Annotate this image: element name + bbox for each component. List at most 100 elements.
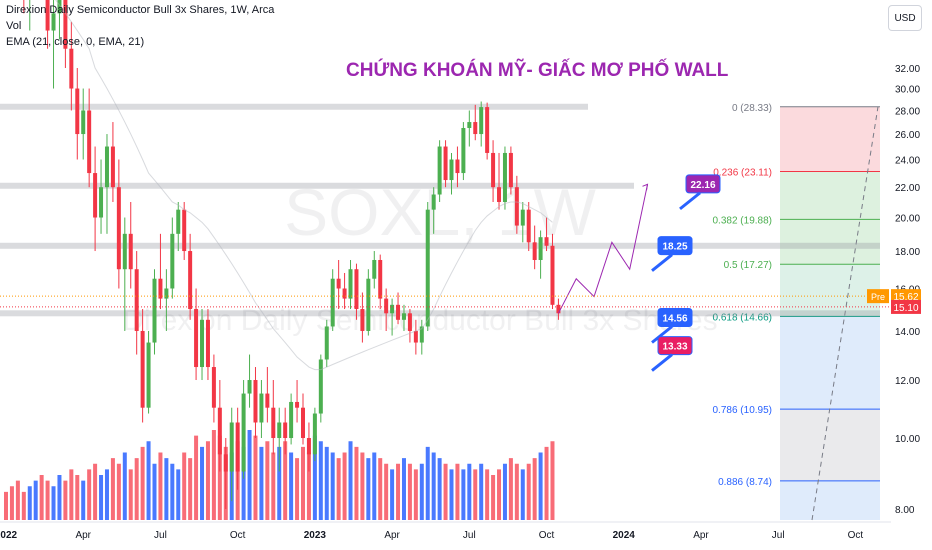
candle-body <box>188 251 193 310</box>
volume-bar <box>75 475 80 520</box>
volume-bar <box>283 441 288 520</box>
volume-bar <box>550 441 555 520</box>
price-tag-box <box>891 299 921 314</box>
volume-bar <box>4 491 8 520</box>
volume-bar <box>336 458 341 520</box>
volume-bar <box>407 463 412 520</box>
projection-arrowhead <box>642 183 649 191</box>
volume-bar <box>348 441 353 520</box>
candle <box>336 259 341 310</box>
x-tick-label: Oct <box>230 530 246 541</box>
candle <box>200 309 205 381</box>
symbol-title[interactable]: Direxion Daily Semiconductor Bull 3x Sha… <box>6 4 275 16</box>
volume-bar <box>366 458 371 520</box>
candle <box>544 217 549 252</box>
candle-body <box>164 288 169 299</box>
volume-bar <box>99 475 104 520</box>
volume-bar <box>265 441 270 520</box>
candle <box>354 263 359 320</box>
candle <box>301 393 305 445</box>
candle <box>502 146 507 210</box>
candle-body <box>306 438 311 455</box>
y-tick-label: 22.00 <box>895 183 920 194</box>
candle-body <box>449 159 454 181</box>
ema-label[interactable]: EMA (21, close, 0, EMA, 21) <box>6 36 145 48</box>
volume-bar <box>277 446 282 520</box>
candle <box>491 140 496 202</box>
vol-label[interactable]: Vol <box>6 20 22 32</box>
volume-bar <box>158 452 163 520</box>
candle-body <box>81 110 86 135</box>
candle <box>324 319 329 368</box>
volume-bar <box>544 446 549 520</box>
volume-bar <box>164 458 169 520</box>
volume-bar <box>312 435 317 520</box>
candle <box>247 354 252 408</box>
price-tag-flag <box>867 289 889 304</box>
fib-level-label: 0.618 (14.66) <box>713 312 773 323</box>
candle-body <box>211 367 216 408</box>
candle <box>63 0 68 68</box>
candle-body <box>51 13 56 31</box>
candle <box>378 254 383 310</box>
volume-bar <box>271 452 276 520</box>
candle <box>182 201 187 260</box>
currency-button[interactable]: USD <box>888 5 922 31</box>
volume-bar <box>217 435 222 520</box>
candle-body <box>366 278 371 331</box>
candle <box>188 233 193 320</box>
candle-body <box>479 107 484 135</box>
candle-body <box>295 401 300 408</box>
candle <box>366 269 371 336</box>
volume-bar <box>152 463 157 520</box>
candle-body <box>473 122 478 135</box>
volume-bar <box>69 469 74 520</box>
volume-bar <box>110 458 115 520</box>
candle <box>57 0 62 40</box>
candle-body <box>508 152 513 188</box>
candle-body <box>550 245 555 305</box>
callout-label: 18.25 <box>662 242 687 253</box>
candle-body <box>194 309 199 368</box>
candle-body <box>170 233 175 289</box>
candle-body <box>318 359 323 414</box>
volume-bar <box>289 452 294 520</box>
volume-bar <box>431 452 436 520</box>
candle <box>176 201 181 252</box>
candle-body <box>425 209 430 327</box>
x-tick-label: 2024 <box>613 530 636 541</box>
volume-bar <box>188 458 193 520</box>
candle-body <box>99 187 104 218</box>
candle-body <box>348 269 353 299</box>
volume-bar <box>378 458 383 520</box>
candle-body <box>229 422 234 472</box>
candle <box>330 269 335 331</box>
candle-body <box>134 269 139 331</box>
volume-bar <box>437 458 442 520</box>
candle <box>134 251 139 355</box>
candle <box>229 407 234 502</box>
candle-body <box>544 237 549 246</box>
callout-box <box>657 336 693 356</box>
price-tag-value: 15.10 <box>893 303 918 314</box>
volume-bar <box>324 446 329 520</box>
candle <box>283 407 288 455</box>
volume-bar <box>538 452 543 520</box>
volume-bar <box>401 458 406 520</box>
volume-bar <box>116 463 121 520</box>
candle <box>479 101 484 147</box>
volume-bar <box>306 452 311 520</box>
candle-body <box>259 393 264 423</box>
candle-body <box>372 259 377 279</box>
volume-bar <box>104 469 109 520</box>
candle-body <box>455 159 460 174</box>
fib-level-label: 0 (28.33) <box>732 103 772 114</box>
candle <box>158 233 163 310</box>
candle <box>265 367 270 423</box>
fib-level-label: 0.5 (17.27) <box>724 260 772 271</box>
candle <box>425 201 430 331</box>
volume-bar <box>21 491 26 520</box>
candle <box>93 146 98 252</box>
volume-bar <box>122 452 127 520</box>
